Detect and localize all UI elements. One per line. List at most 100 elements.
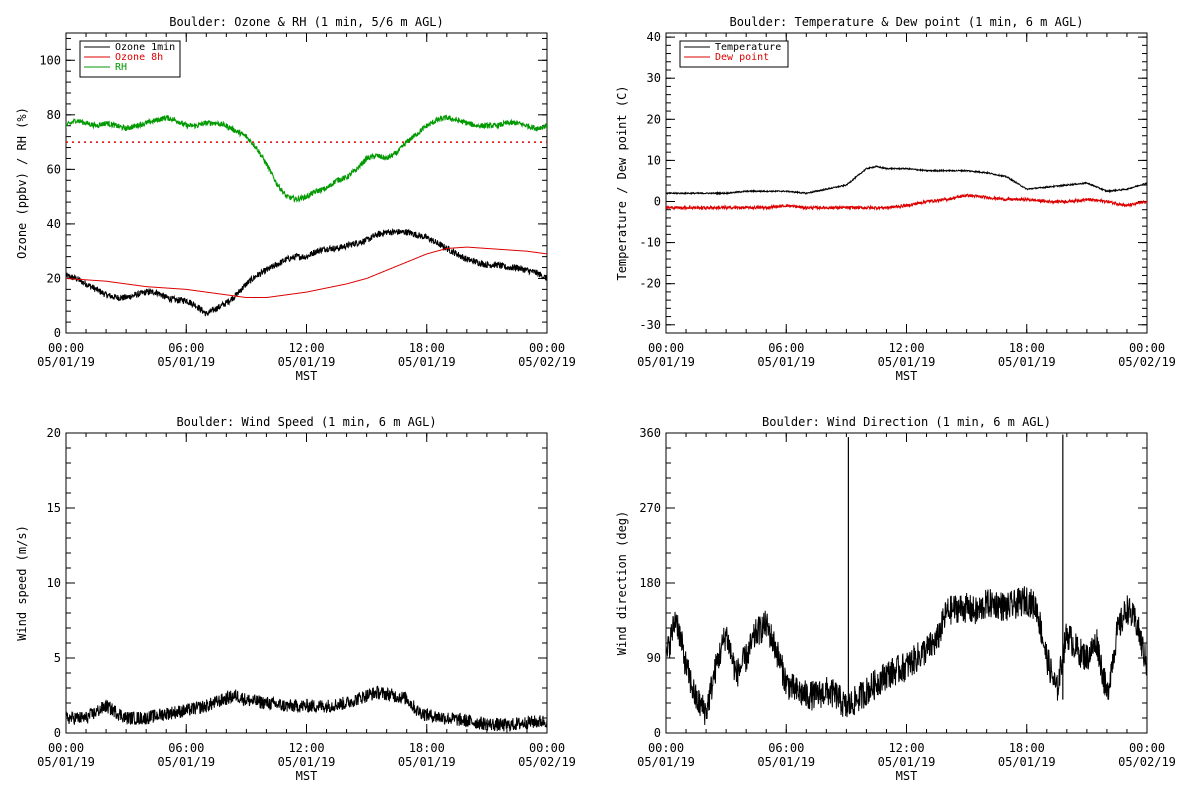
series-line-1 — [666, 586, 1147, 725]
x-tick-label-time: 18:00 — [409, 341, 445, 355]
series-line-3 — [66, 114, 547, 203]
y-tick-label: 40 — [47, 217, 61, 231]
x-axis-label: MST — [296, 369, 318, 383]
y-tick-label: 60 — [47, 162, 61, 176]
legend-box — [679, 40, 789, 68]
legend-label: Ozone 8h — [115, 52, 163, 63]
x-tick-label-date: 05/01/19 — [878, 355, 936, 369]
x-tick-label-time: 00:00 — [1129, 741, 1165, 755]
y-axis-label: Ozone (ppbv) / RH (%) — [15, 107, 29, 259]
series-line-1 — [666, 165, 1147, 196]
y-tick-label: -30 — [639, 318, 661, 332]
x-tick-label-time: 00:00 — [48, 741, 84, 755]
chart-title: Boulder: Temperature & Dew point (1 min,… — [729, 15, 1083, 29]
x-axis-label: MST — [296, 769, 318, 783]
y-tick-label: 90 — [647, 651, 661, 665]
plot-frame — [65, 432, 548, 734]
x-tick-label-date: 05/01/19 — [637, 755, 695, 769]
plot-area — [666, 434, 1147, 725]
legend-label: RH — [115, 62, 127, 73]
y-tick-label: -10 — [639, 236, 661, 250]
x-tick-label-date: 05/01/19 — [37, 355, 95, 369]
plot-area — [66, 685, 547, 732]
x-tick-label-date: 05/01/19 — [637, 355, 695, 369]
x-tick-label-date: 05/01/19 — [998, 355, 1056, 369]
chart-panel-3: Boulder: Wind Speed (1 min, 6 m AGL) 0 5 10… — [15, 415, 576, 783]
x-tick-label-date: 05/01/19 — [278, 355, 336, 369]
x-tick-label-date: 05/01/19 — [757, 355, 815, 369]
x-tick-label-date: 05/01/19 — [998, 755, 1056, 769]
x-tick-label-time: 00:00 — [648, 741, 684, 755]
y-tick-label: 10 — [47, 576, 61, 590]
x-tick-label-time: 12:00 — [288, 741, 324, 755]
x-tick-label-time: 12:00 — [288, 341, 324, 355]
y-tick-label: 360 — [639, 426, 661, 440]
x-tick-label-time: 00:00 — [48, 341, 84, 355]
x-tick-label-time: 00:00 — [1129, 341, 1165, 355]
x-tick-label-date: 05/02/19 — [1118, 755, 1176, 769]
y-tick-label: 30 — [647, 71, 661, 85]
series-line-2 — [66, 246, 547, 299]
x-tick-label-date: 05/01/19 — [278, 755, 336, 769]
x-tick-label-date: 05/01/19 — [157, 755, 215, 769]
x-tick-label-time: 00:00 — [648, 341, 684, 355]
plot-area — [66, 114, 547, 317]
x-tick-label-time: 06:00 — [168, 341, 204, 355]
x-tick-label-date: 05/02/19 — [1118, 355, 1176, 369]
plot-area — [666, 165, 1147, 211]
x-tick-label-time: 12:00 — [888, 741, 924, 755]
legend-label: Temperature — [715, 42, 781, 53]
x-tick-label-date: 05/02/19 — [518, 755, 576, 769]
y-tick-label: 20 — [47, 271, 61, 285]
y-tick-label: 180 — [639, 576, 661, 590]
y-tick-label: 10 — [647, 153, 661, 167]
y-tick-label: 270 — [639, 501, 661, 515]
chart-title: Boulder: Wind Speed (1 min, 6 m AGL) — [176, 415, 436, 429]
x-tick-label-time: 06:00 — [768, 341, 804, 355]
chart-panel-1: Boulder: Ozone & RH (1 min, 5/6 m AGL) 0 2… — [15, 15, 576, 383]
y-axis-label: Temperature / Dew point (C) — [615, 85, 629, 280]
y-axis-label: Wind speed (m/s) — [15, 525, 29, 641]
x-tick-label-date: 05/01/19 — [878, 755, 936, 769]
chart-panel-4: Boulder: Wind Direction (1 min, 6 m AGL)… — [615, 415, 1176, 783]
x-tick-label-date: 05/01/19 — [398, 355, 456, 369]
y-tick-label: 0 — [654, 726, 661, 740]
y-tick-label: 20 — [647, 112, 661, 126]
series-line-1 — [66, 228, 547, 317]
x-tick-label-time: 12:00 — [888, 341, 924, 355]
x-tick-label-date: 05/01/19 — [37, 755, 95, 769]
legend-label: Dew point — [715, 52, 769, 63]
x-tick-label-time: 00:00 — [529, 341, 565, 355]
x-tick-label-date: 05/01/19 — [757, 755, 815, 769]
x-axis-label: MST — [896, 369, 918, 383]
x-tick-label-date: 05/02/19 — [518, 355, 576, 369]
y-tick-label: 100 — [39, 53, 61, 67]
x-tick-label-date: 05/01/19 — [398, 755, 456, 769]
x-tick-label-time: 00:00 — [529, 741, 565, 755]
x-axis-label: MST — [896, 769, 918, 783]
y-tick-label: 20 — [47, 426, 61, 440]
plot-frame — [665, 432, 1148, 734]
y-tick-label: 0 — [54, 326, 61, 340]
x-tick-label-time: 06:00 — [768, 741, 804, 755]
chart-title: Boulder: Ozone & RH (1 min, 5/6 m AGL) — [169, 15, 444, 29]
y-tick-label: 15 — [47, 501, 61, 515]
x-tick-label-time: 06:00 — [168, 741, 204, 755]
x-tick-label-time: 18:00 — [409, 741, 445, 755]
chart-title: Boulder: Wind Direction (1 min, 6 m AGL) — [762, 415, 1051, 429]
y-tick-label: 0 — [54, 726, 61, 740]
y-tick-label: 40 — [647, 30, 661, 44]
legend-label: Ozone 1min — [115, 42, 175, 53]
y-tick-label: 5 — [54, 651, 61, 665]
y-tick-label: 0 — [654, 194, 661, 208]
plot-frame — [65, 32, 548, 334]
y-tick-label: 80 — [47, 108, 61, 122]
y-tick-label: -20 — [639, 277, 661, 291]
chart-panel-2: Boulder: Temperature & Dew point (1 min,… — [615, 15, 1176, 383]
x-tick-label-time: 18:00 — [1009, 741, 1045, 755]
x-tick-label-date: 05/01/19 — [157, 355, 215, 369]
series-line-2 — [666, 193, 1147, 211]
x-tick-label-time: 18:00 — [1009, 341, 1045, 355]
